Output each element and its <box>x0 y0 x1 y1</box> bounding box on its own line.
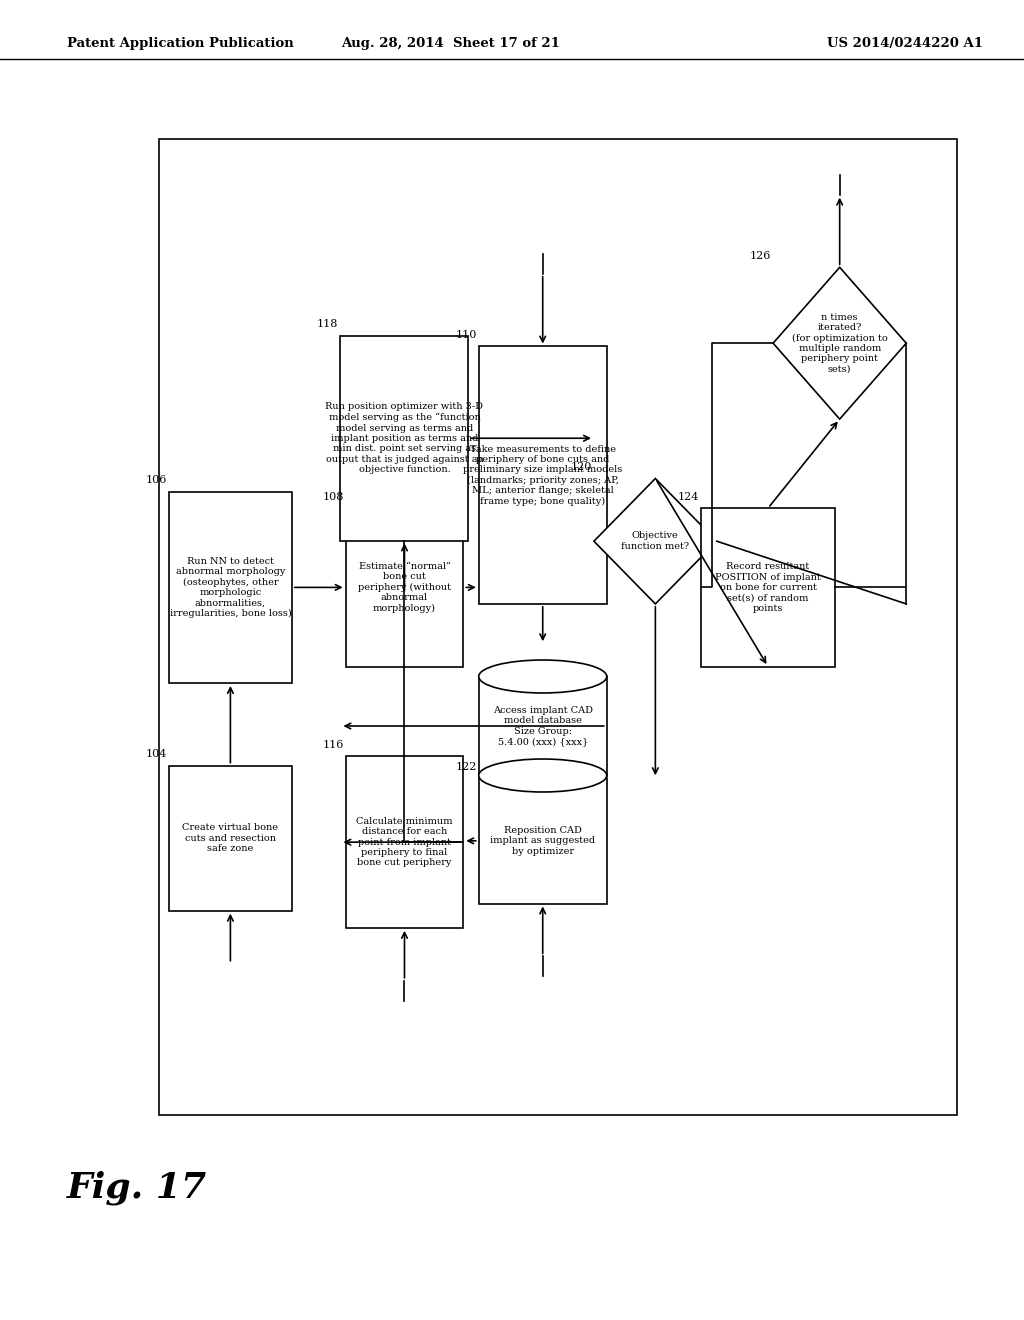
Text: Patent Application Publication: Patent Application Publication <box>67 37 293 50</box>
FancyBboxPatch shape <box>340 335 469 541</box>
Ellipse shape <box>479 660 606 693</box>
Text: Access implant CAD
model database
Size Group:
5.4.00 (xxx) {xxx}: Access implant CAD model database Size G… <box>493 706 593 746</box>
Text: 104: 104 <box>145 748 167 759</box>
Text: Reposition CAD
implant as suggested
by optimizer: Reposition CAD implant as suggested by o… <box>490 826 595 855</box>
Text: Aug. 28, 2014  Sheet 17 of 21: Aug. 28, 2014 Sheet 17 of 21 <box>341 37 560 50</box>
FancyBboxPatch shape <box>169 766 292 911</box>
Text: Calculate minimum
distance for each
point from implant
periphery to final
bone c: Calculate minimum distance for each poin… <box>356 817 453 867</box>
Text: 122: 122 <box>456 762 477 771</box>
FancyBboxPatch shape <box>169 491 292 682</box>
Text: Objective
function met?: Objective function met? <box>622 532 689 550</box>
Text: n times
iterated?
(for optimization to
multiple random
periphery point
sets): n times iterated? (for optimization to m… <box>792 313 888 374</box>
Text: 124: 124 <box>678 491 699 502</box>
Ellipse shape <box>479 759 606 792</box>
Text: 116: 116 <box>323 739 344 750</box>
Text: Run position optimizer with 3-D
model serving as the “function
model serving as : Run position optimizer with 3-D model se… <box>326 403 483 474</box>
Text: Create virtual bone
cuts and resection
safe zone: Create virtual bone cuts and resection s… <box>182 824 279 853</box>
Text: 120: 120 <box>570 462 592 473</box>
Text: 106: 106 <box>145 475 167 484</box>
FancyBboxPatch shape <box>479 777 606 903</box>
FancyBboxPatch shape <box>701 508 835 667</box>
Text: Take measurements to define
periphery of bone cuts and
preliminary size implant : Take measurements to define periphery of… <box>463 445 623 506</box>
Text: 110: 110 <box>456 330 477 339</box>
FancyBboxPatch shape <box>346 756 463 928</box>
Text: Record resultant
POSITION of implant
on bone for current
set(s) of random
points: Record resultant POSITION of implant on … <box>715 562 821 612</box>
FancyBboxPatch shape <box>479 346 606 605</box>
FancyBboxPatch shape <box>346 508 463 667</box>
Text: 108: 108 <box>323 491 344 502</box>
Text: US 2014/0244220 A1: US 2014/0244220 A1 <box>827 37 983 50</box>
Text: Run NN to detect
abnormal morphology
(osteophytes, other
morphologic
abnormaliti: Run NN to detect abnormal morphology (os… <box>170 557 291 618</box>
Polygon shape <box>594 479 717 605</box>
Polygon shape <box>773 267 906 420</box>
Text: Fig. 17: Fig. 17 <box>67 1171 207 1205</box>
Text: 126: 126 <box>750 251 771 261</box>
Text: Estimate “normal”
bone cut
periphery (without
abnormal
morphology): Estimate “normal” bone cut periphery (wi… <box>358 562 451 612</box>
Text: 118: 118 <box>317 319 338 329</box>
FancyBboxPatch shape <box>479 676 606 776</box>
